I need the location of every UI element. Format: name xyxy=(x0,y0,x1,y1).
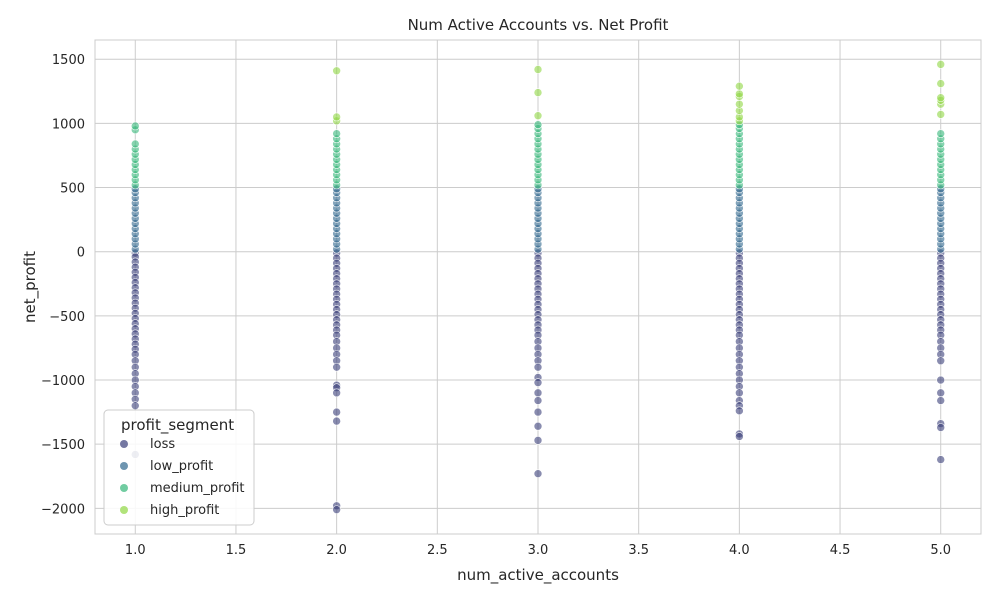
y-tick-label: −2000 xyxy=(41,502,85,517)
data-point xyxy=(332,407,341,417)
legend-marker-high_profit xyxy=(120,506,128,514)
tick-labels: 1.0 1.5 2.0 2.5 3.0 3.5 4.0 4.5 5.0 −2000 −1500 −10… xyxy=(41,53,951,558)
x-axis-label: num_active_accounts xyxy=(457,566,619,585)
legend-label-low_profit: low_profit xyxy=(150,459,213,474)
data-point xyxy=(533,362,543,372)
x-tick-label: 2.0 xyxy=(326,543,347,558)
legend-marker-medium_profit xyxy=(120,484,128,492)
data-point xyxy=(332,505,341,514)
data-point xyxy=(130,121,140,131)
x-tick-label: 4.5 xyxy=(830,543,851,558)
data-point xyxy=(533,65,543,74)
data-point xyxy=(936,79,946,88)
data-point xyxy=(130,139,140,149)
data-point xyxy=(533,111,543,121)
y-tick-label: −1500 xyxy=(41,438,85,453)
data-point xyxy=(936,388,946,398)
x-tick-label: 3.5 xyxy=(628,543,649,558)
y-tick-label: 1500 xyxy=(52,53,85,68)
legend-marker-loss xyxy=(120,440,128,448)
data-point xyxy=(533,120,543,129)
x-tick-label: 4.0 xyxy=(729,543,750,558)
data-point xyxy=(936,375,946,385)
legend-items: loss low_profit medium_profit high_profit xyxy=(120,437,244,518)
legend: profit_segment loss low_profit medium_prof… xyxy=(103,409,255,526)
y-tick-label: 1000 xyxy=(52,117,85,132)
legend-box xyxy=(103,409,255,526)
series-high_profit xyxy=(332,60,946,126)
data-point xyxy=(533,436,543,445)
legend-label-loss: loss xyxy=(150,437,175,452)
data-point xyxy=(332,66,341,76)
x-tick-label: 1.5 xyxy=(226,543,247,558)
data-point xyxy=(936,60,946,69)
y-tick-label: 0 xyxy=(77,246,85,261)
series-medium_profit xyxy=(130,120,946,190)
x-tick-label: 2.5 xyxy=(427,543,448,558)
legend-title: profit_segment xyxy=(121,416,234,435)
y-tick-label: 500 xyxy=(60,182,85,197)
data-point xyxy=(936,423,946,432)
data-point xyxy=(533,469,543,478)
y-tick-label: −1000 xyxy=(41,374,85,389)
data-point xyxy=(533,407,543,417)
data-point xyxy=(332,388,341,398)
data-point xyxy=(936,93,946,103)
legend-label-medium_profit: medium_profit xyxy=(150,481,244,496)
x-tick-label: 5.0 xyxy=(930,543,951,558)
chart-title: Num Active Accounts vs. Net Profit xyxy=(408,16,669,34)
data-point xyxy=(735,406,744,416)
data-point xyxy=(735,388,744,398)
data-point xyxy=(533,421,543,431)
series-low_profit xyxy=(130,184,946,254)
data-point xyxy=(533,396,543,405)
data-point xyxy=(936,129,946,138)
x-tick-label: 3.0 xyxy=(528,543,549,558)
data-point xyxy=(735,99,744,109)
data-point xyxy=(735,81,744,91)
data-point xyxy=(533,378,543,387)
data-point xyxy=(936,396,946,405)
data-point xyxy=(130,401,140,410)
y-axis-label: net_profit xyxy=(21,251,40,323)
data-point xyxy=(936,110,946,119)
data-point xyxy=(936,455,946,464)
y-tick-label: −500 xyxy=(49,310,85,325)
legend-marker-low_profit xyxy=(120,462,128,470)
data-point xyxy=(332,129,341,138)
data-point xyxy=(735,89,744,99)
data-point xyxy=(332,112,341,122)
data-point xyxy=(332,416,341,426)
data-point xyxy=(332,362,341,372)
data-point xyxy=(533,388,543,398)
data-point xyxy=(936,356,946,366)
x-tick-label: 1.0 xyxy=(125,543,146,558)
data-point xyxy=(735,432,744,441)
legend-label-high_profit: high_profit xyxy=(150,503,219,518)
data-point xyxy=(533,88,543,97)
